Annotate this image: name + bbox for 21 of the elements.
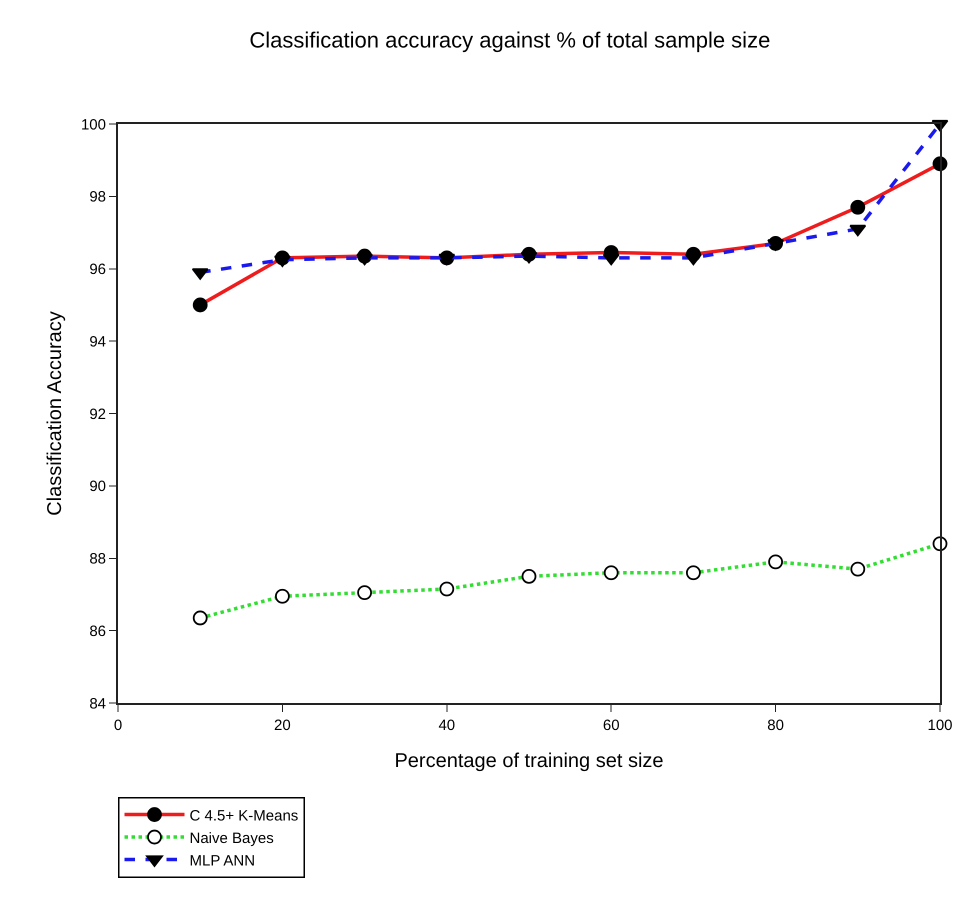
y-tick-label: 92 (89, 406, 106, 423)
y-tick-label: 98 (89, 188, 106, 206)
x-tick-label: 60 (602, 717, 620, 734)
y-tick-label: 94 (89, 333, 106, 350)
x-axis-title: Percentage of training set size (394, 750, 664, 772)
legend-label: C 4.5+ K-Means (190, 807, 298, 824)
y-tick-label: 86 (89, 622, 106, 640)
y-tick-label: 84 (89, 695, 106, 712)
y-tick-label: 100 (80, 116, 106, 134)
x-tick-label: 0 (114, 717, 122, 734)
x-tick-label: 20 (274, 717, 291, 734)
y-tick-label: 96 (89, 261, 106, 278)
chart-title: Classification accuracy against % of total sample size (249, 27, 770, 52)
legend-label: MLP ANN (190, 852, 256, 870)
x-tick-label: 80 (767, 717, 784, 734)
x-tick-label: 100 (927, 717, 953, 734)
legend-label: Naive Bayes (190, 830, 274, 847)
y-axis-title: Classification Accuracy (44, 311, 66, 516)
y-tick-label: 88 (89, 550, 106, 568)
y-tick-label: 90 (89, 478, 106, 496)
x-tick-label: 40 (438, 717, 456, 734)
